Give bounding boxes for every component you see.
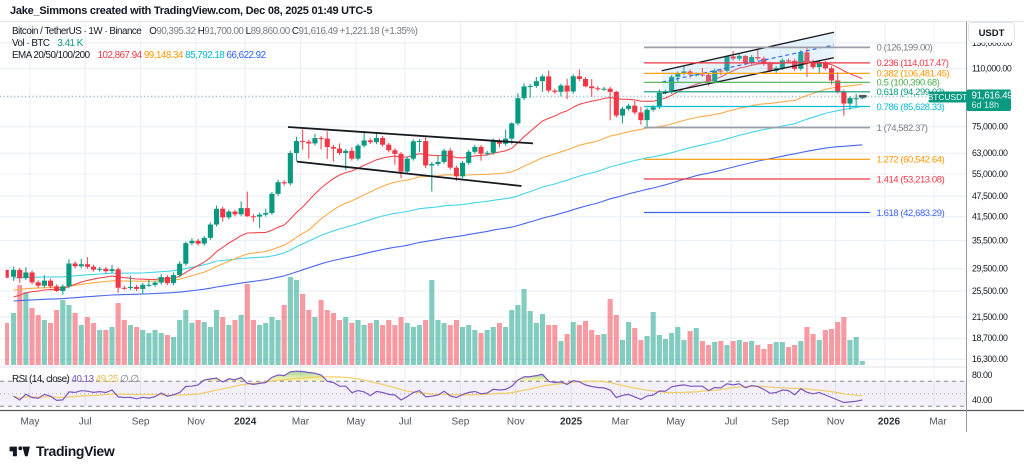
svg-text:35,500.00: 35,500.00 (972, 236, 1008, 246)
svg-text:21,500.00: 21,500.00 (972, 312, 1008, 322)
svg-text:1.618 (42,683.29): 1.618 (42,683.29) (877, 208, 945, 219)
svg-text:0.5 (100,390.68): 0.5 (100,390.68) (877, 78, 940, 89)
svg-text:Jul: Jul (79, 417, 92, 428)
svg-text:41,500.00: 41,500.00 (972, 212, 1008, 222)
svg-text:0.382 (106,481.45): 0.382 (106,481.45) (877, 69, 950, 80)
svg-text:Sep: Sep (771, 417, 789, 428)
svg-text:Sep: Sep (132, 417, 150, 428)
svg-text:2024: 2024 (234, 417, 257, 428)
svg-text:2025: 2025 (560, 417, 583, 428)
svg-text:55,000.00: 55,000.00 (972, 169, 1008, 179)
svg-text:May: May (666, 417, 685, 428)
svg-text:25,500.00: 25,500.00 (972, 286, 1008, 296)
svg-text:May: May (20, 417, 39, 428)
svg-text:0.236 (114,017.47): 0.236 (114,017.47) (877, 58, 949, 69)
svg-text:May: May (346, 417, 365, 428)
svg-text:0.618 (94,299.02): 0.618 (94,299.02) (877, 87, 945, 98)
svg-text:Nov: Nov (827, 417, 845, 428)
svg-text:TradingView: TradingView (36, 443, 115, 459)
svg-text:29,500.00: 29,500.00 (972, 264, 1008, 274)
svg-text:1 (74,582.37): 1 (74,582.37) (877, 123, 928, 134)
svg-text:BTCUSDT: BTCUSDT (928, 92, 968, 102)
svg-text:Mar: Mar (292, 417, 310, 428)
svg-text:Nov: Nov (187, 417, 205, 428)
svg-text:0 (126,199.00): 0 (126,199.00) (877, 43, 933, 54)
svg-text:75,000.00: 75,000.00 (972, 122, 1008, 132)
svg-text:91,616.49: 91,616.49 (972, 90, 1013, 101)
svg-text:0.786 (85,628.33): 0.786 (85,628.33) (877, 102, 945, 113)
svg-text:2026: 2026 (878, 417, 901, 428)
svg-text:40.00: 40.00 (972, 395, 993, 405)
svg-text:1.272 (60,542.64): 1.272 (60,542.64) (877, 155, 945, 166)
svg-text:47,500.00: 47,500.00 (972, 191, 1008, 201)
svg-text:80.00: 80.00 (972, 370, 993, 380)
svg-text:Jul: Jul (725, 417, 738, 428)
svg-text:6d 18h: 6d 18h (972, 100, 1000, 110)
svg-text:Sep: Sep (452, 417, 470, 428)
svg-text:Mar: Mar (612, 417, 630, 428)
svg-text:16,300.00: 16,300.00 (972, 354, 1008, 364)
svg-text:18,700.00: 18,700.00 (972, 333, 1008, 343)
svg-text:USDT: USDT (979, 28, 1005, 39)
svg-text:63,000.00: 63,000.00 (972, 148, 1008, 158)
svg-text:Nov: Nov (507, 417, 525, 428)
svg-text:Mar: Mar (929, 417, 947, 428)
svg-text:Jul: Jul (399, 417, 412, 428)
svg-text:1.414 (53,213.08): 1.414 (53,213.08) (877, 174, 945, 185)
svg-text:110,000.00: 110,000.00 (972, 63, 1012, 73)
